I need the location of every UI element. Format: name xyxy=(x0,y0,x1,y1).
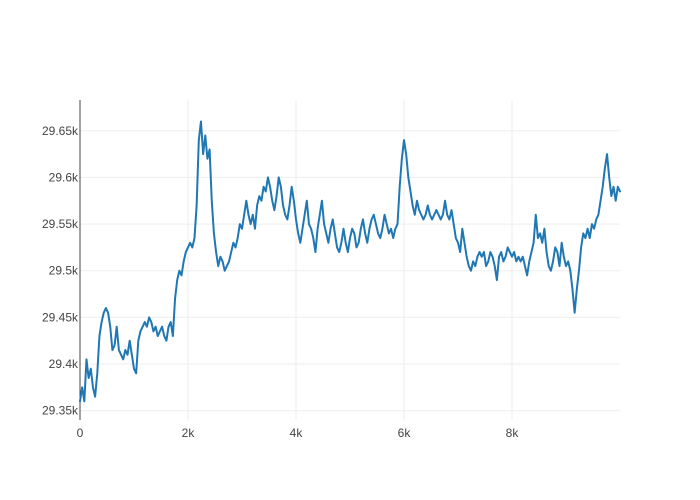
y-tick-label: 29.45k xyxy=(42,310,79,324)
y-tick-label: 29.4k xyxy=(49,357,79,371)
x-tick-label: 0 xyxy=(77,426,84,440)
gridlines xyxy=(80,100,620,420)
x-tick-label: 2k xyxy=(182,426,196,440)
y-tick-label: 29.65k xyxy=(42,124,79,138)
tick-labels: 0 2k 4k 6k 8k 29.35k 29.4k 29.45k 29.5k 29.55k 29.… xyxy=(42,124,519,440)
y-tick-label: 29.6k xyxy=(49,170,79,184)
x-tick-label: 8k xyxy=(506,426,520,440)
y-tick-label: 29.5k xyxy=(49,264,79,278)
series-line xyxy=(79,120,621,403)
y-tick-label: 29.55k xyxy=(42,217,79,231)
x-tick-label: 4k xyxy=(290,426,304,440)
x-tick-label: 6k xyxy=(398,426,412,440)
y-tick-label: 29.35k xyxy=(42,404,79,418)
series-layer xyxy=(79,120,621,403)
